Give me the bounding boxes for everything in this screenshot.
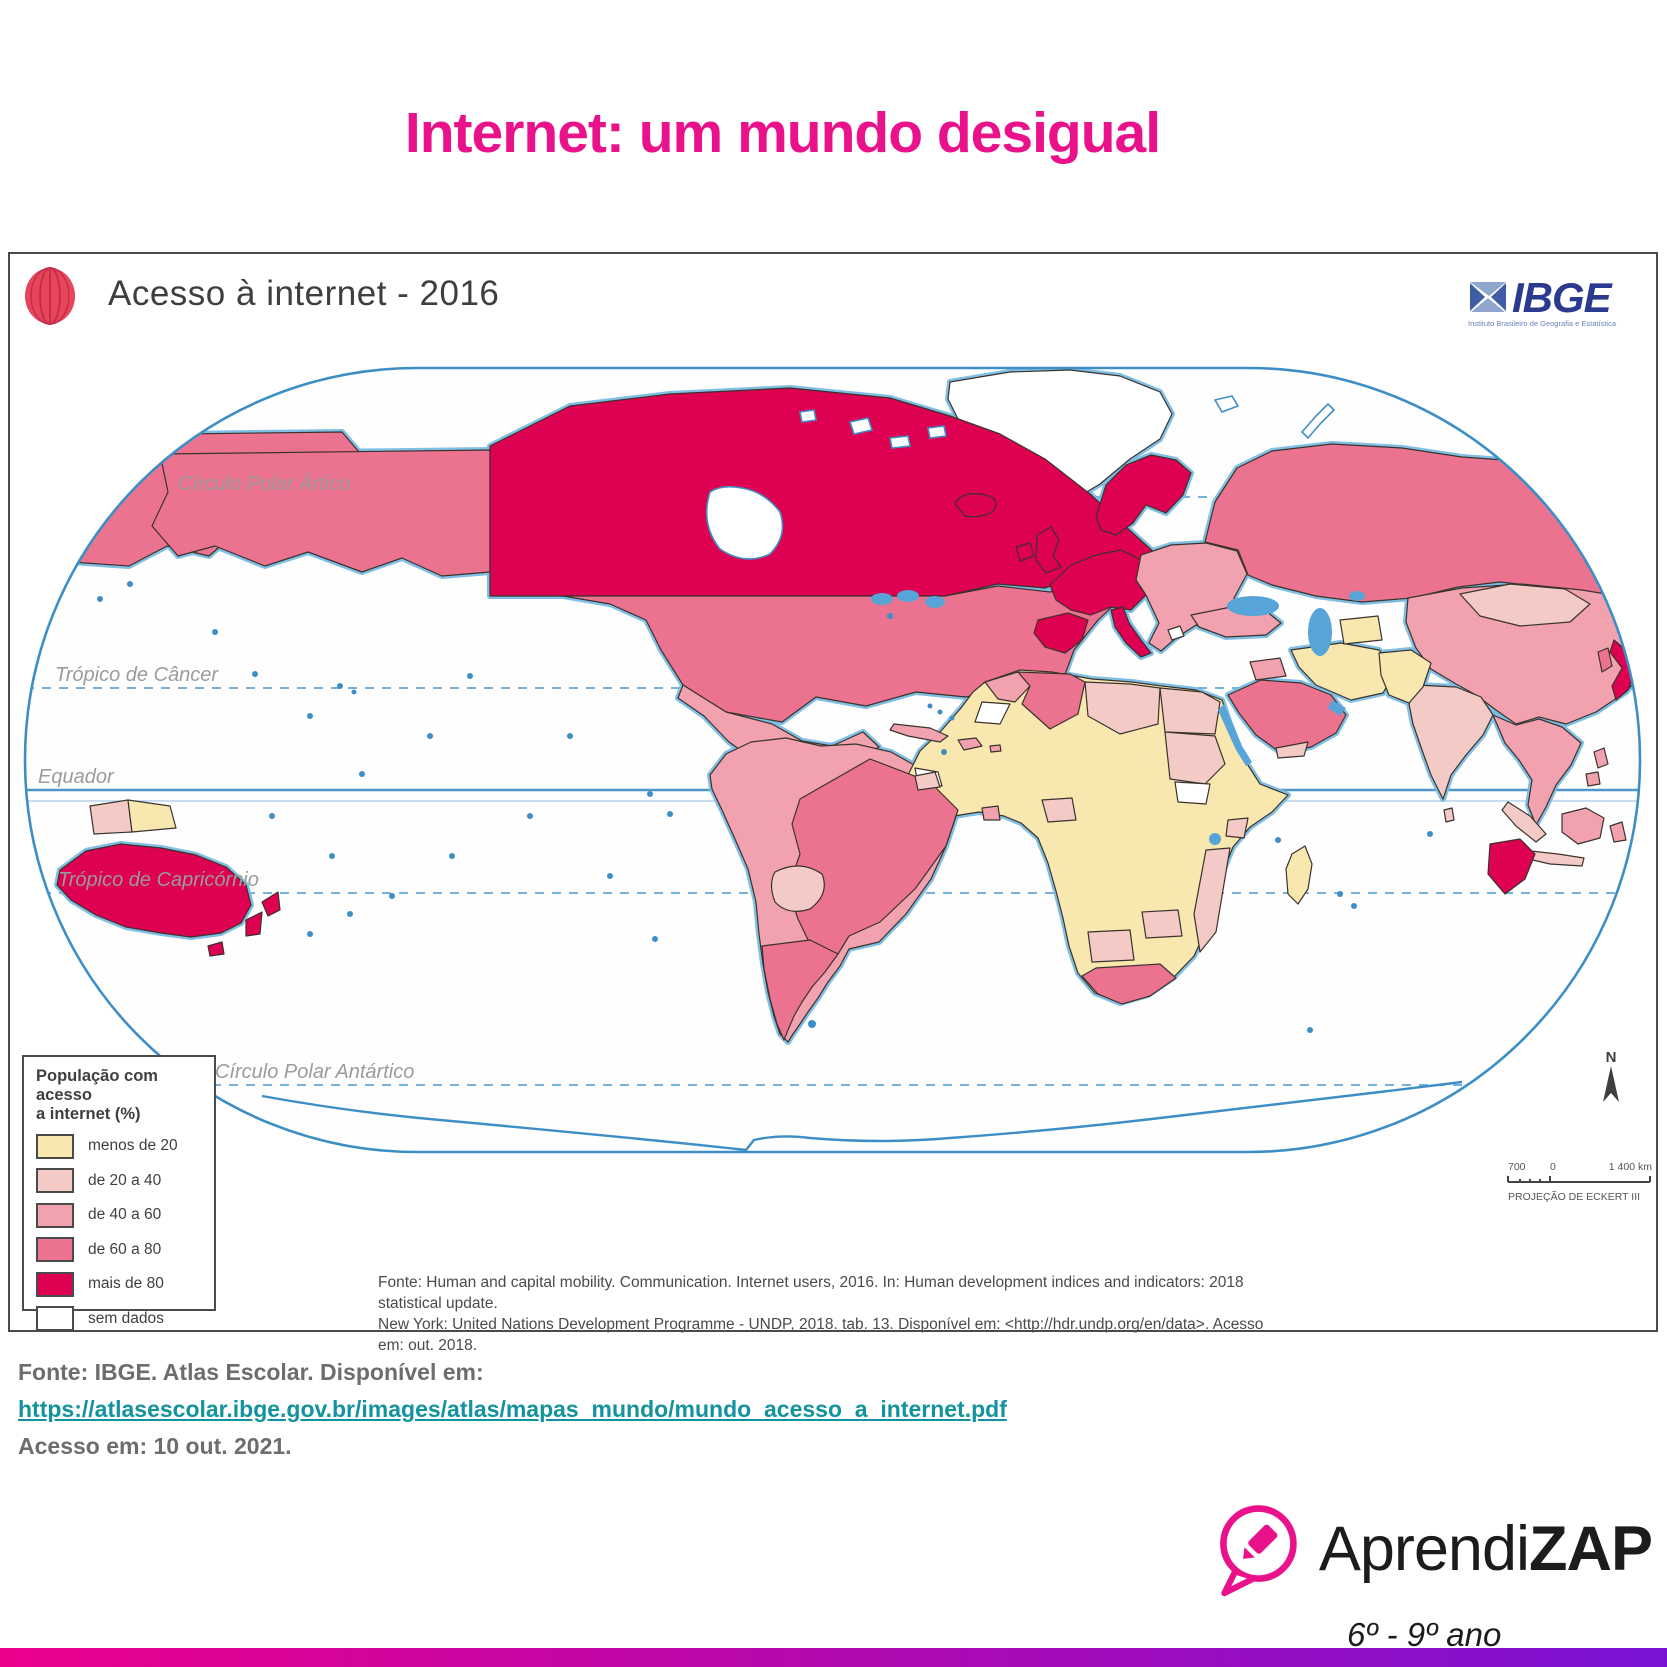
legend-item: menos de 20 bbox=[36, 1133, 214, 1159]
projection-label: PROJEÇÃO DE ECKERT III bbox=[1508, 1190, 1640, 1203]
legend-item: de 60 a 80 bbox=[36, 1237, 214, 1262]
map-source: Fonte: Human and capital mobility. Commu… bbox=[378, 1272, 1288, 1356]
scale-zero: 0 bbox=[1550, 1161, 1556, 1173]
page-title: Internet: um mundo desigual bbox=[404, 101, 1161, 166]
antarctica-coastline bbox=[261, 1080, 1463, 1152]
map-source-line2: New York: United Nations Development Pro… bbox=[378, 1316, 1264, 1354]
map-legend: População com acesso a internet (%) meno… bbox=[22, 1055, 216, 1331]
water-bodies bbox=[705, 395, 1365, 845]
map-content bbox=[25, 370, 1640, 1152]
north-arrow-icon: N bbox=[1603, 1049, 1619, 1102]
scale-bar: 700 0 1 400 km PROJEÇÃO DE ECKERT III bbox=[1507, 1161, 1652, 1203]
legend-label: mais de 80 bbox=[88, 1275, 164, 1292]
svg-text:N: N bbox=[1606, 1049, 1617, 1066]
region-overlays bbox=[89, 493, 1637, 1041]
scale-left: 700 bbox=[1508, 1161, 1526, 1173]
legend-swatch bbox=[36, 1202, 74, 1228]
legend-item: sem dados bbox=[36, 1306, 214, 1331]
globe-icon bbox=[25, 267, 75, 325]
aprendizap-logo: AprendiZAP 6º - 9º ano bbox=[1212, 1486, 1653, 1654]
ibge-icon bbox=[1468, 280, 1508, 314]
legend-swatch bbox=[36, 1306, 74, 1331]
world-map: Círculo Polar Ártico Trópico de Câncer E… bbox=[23, 366, 1652, 1203]
legend-item: de 20 a 40 bbox=[36, 1168, 214, 1193]
legend-item: mais de 80 bbox=[36, 1271, 214, 1297]
legend-label: sem dados bbox=[88, 1309, 164, 1327]
island-dots bbox=[97, 581, 1433, 1033]
label-arctic-circle: Círculo Polar Ártico bbox=[178, 472, 350, 495]
scale-right: 1 400 km bbox=[1609, 1161, 1652, 1173]
ibge-caption: Instituto Brasileiro de Geografia e Esta… bbox=[1468, 319, 1616, 328]
legend-swatch bbox=[36, 1168, 74, 1193]
label-equator: Equador bbox=[38, 766, 115, 788]
brand-name: AprendiZAP bbox=[1318, 1514, 1653, 1584]
source-link[interactable]: https://atlasescolar.ibge.gov.br/images/… bbox=[18, 1396, 1007, 1422]
label-tropic-cancer: Trópico de Câncer bbox=[55, 664, 219, 686]
ibge-wordmark: IBGE bbox=[1512, 274, 1612, 321]
legend-swatch bbox=[36, 1271, 74, 1297]
legend-swatch bbox=[36, 1237, 74, 1262]
label-antarctic-circle: Círculo Polar Antártico bbox=[215, 1061, 414, 1083]
map-source-line1: Fonte: Human and capital mobility. Commu… bbox=[378, 1274, 1244, 1312]
label-tropic-capricorn: Trópico de Capricórnio bbox=[58, 869, 259, 891]
legend-title: População com acesso a internet (%) bbox=[36, 1067, 158, 1123]
graticule-labels: Círculo Polar Ártico Trópico de Câncer E… bbox=[38, 472, 414, 1083]
footer-fonte-line1: Fonte: IBGE. Atlas Escolar. Disponível e… bbox=[18, 1359, 484, 1385]
legend-swatch bbox=[36, 1133, 74, 1159]
legend-item: de 40 a 60 bbox=[36, 1202, 214, 1228]
legend-label: de 40 a 60 bbox=[88, 1206, 162, 1223]
grade-label: 6º - 9º ano bbox=[1347, 1616, 1502, 1653]
footer-source: Fonte: IBGE. Atlas Escolar. Disponível e… bbox=[18, 1354, 1518, 1465]
map-panel: Acesso à internet - 2016 IBGE Instituto … bbox=[8, 252, 1658, 1354]
bottom-gradient-bar bbox=[0, 1648, 1667, 1667]
legend-label: menos de 20 bbox=[88, 1137, 178, 1154]
ibge-logo: IBGE Instituto Brasileiro de Geografia e… bbox=[1468, 274, 1640, 328]
region-russia bbox=[1204, 443, 1640, 605]
map-title: Acesso à internet - 2016 bbox=[108, 274, 500, 313]
footer-fonte-line3: Acesso em: 10 out. 2021. bbox=[18, 1433, 292, 1459]
legend-label: de 20 a 40 bbox=[88, 1171, 162, 1189]
pencil-bubble-icon bbox=[1220, 1505, 1297, 1597]
legend-label: de 60 a 80 bbox=[88, 1240, 162, 1258]
